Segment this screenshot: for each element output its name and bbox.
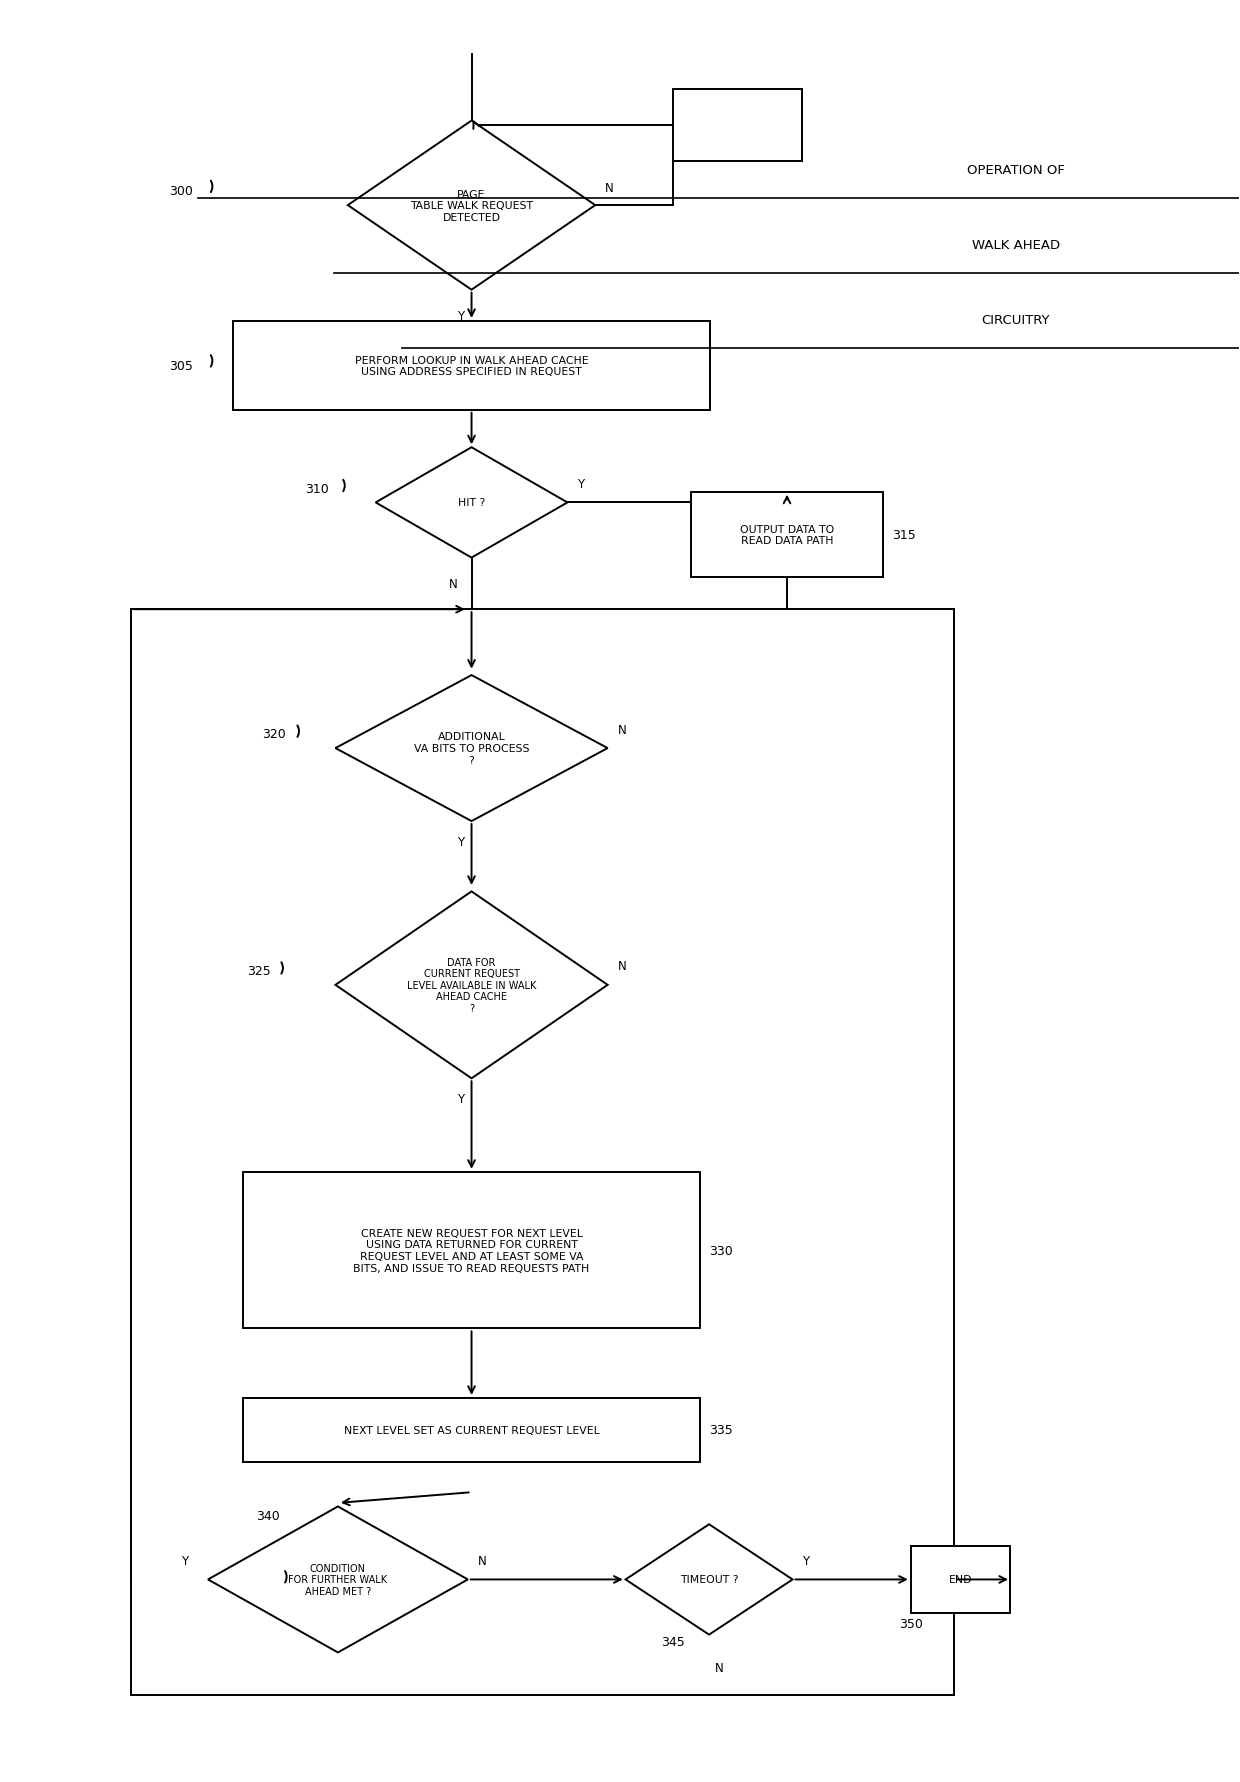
FancyBboxPatch shape <box>243 1399 701 1461</box>
Text: ADDITIONAL
VA BITS TO PROCESS
?: ADDITIONAL VA BITS TO PROCESS ? <box>414 732 529 764</box>
Text: 350: 350 <box>899 1618 923 1631</box>
Text: DATA FOR
CURRENT REQUEST
LEVEL AVAILABLE IN WALK
AHEAD CACHE
?: DATA FOR CURRENT REQUEST LEVEL AVAILABLE… <box>407 957 536 1014</box>
FancyBboxPatch shape <box>233 321 709 410</box>
Polygon shape <box>625 1524 792 1634</box>
Text: 340: 340 <box>255 1509 280 1522</box>
Polygon shape <box>208 1506 467 1652</box>
Text: 300: 300 <box>170 185 193 198</box>
Text: 330: 330 <box>709 1244 733 1256</box>
FancyBboxPatch shape <box>131 609 954 1695</box>
Text: 335: 335 <box>709 1424 733 1436</box>
Text: N: N <box>715 1661 724 1673</box>
Polygon shape <box>347 121 595 290</box>
FancyBboxPatch shape <box>672 91 802 162</box>
Text: N: N <box>477 1554 486 1566</box>
Text: 320: 320 <box>262 727 286 741</box>
Text: PAGE
TABLE WALK REQUEST
DETECTED: PAGE TABLE WALK REQUEST DETECTED <box>410 189 533 223</box>
Text: OUTPUT DATA TO
READ DATA PATH: OUTPUT DATA TO READ DATA PATH <box>740 524 835 545</box>
Text: CONDITION
FOR FURTHER WALK
AHEAD MET ?: CONDITION FOR FURTHER WALK AHEAD MET ? <box>289 1563 387 1597</box>
Text: END: END <box>949 1575 972 1584</box>
Text: N: N <box>618 960 626 973</box>
FancyBboxPatch shape <box>691 492 883 577</box>
Text: 305: 305 <box>170 360 193 372</box>
Polygon shape <box>376 447 568 558</box>
Polygon shape <box>336 891 608 1078</box>
Text: N: N <box>449 577 458 590</box>
Text: 325: 325 <box>247 964 272 978</box>
Text: TIMEOUT ?: TIMEOUT ? <box>680 1575 738 1584</box>
Text: NEXT LEVEL SET AS CURRENT REQUEST LEVEL: NEXT LEVEL SET AS CURRENT REQUEST LEVEL <box>343 1426 599 1435</box>
Text: Y: Y <box>802 1554 810 1566</box>
Text: N: N <box>618 723 626 736</box>
Text: 315: 315 <box>893 529 916 542</box>
Text: 345: 345 <box>661 1636 684 1648</box>
Text: 310: 310 <box>305 483 330 495</box>
Text: CREATE NEW REQUEST FOR NEXT LEVEL
USING DATA RETURNED FOR CURRENT
REQUEST LEVEL : CREATE NEW REQUEST FOR NEXT LEVEL USING … <box>353 1228 590 1272</box>
Text: Y: Y <box>181 1554 188 1566</box>
Text: HIT ?: HIT ? <box>458 499 485 508</box>
FancyBboxPatch shape <box>243 1173 701 1329</box>
Text: CIRCUITRY: CIRCUITRY <box>982 314 1050 326</box>
Text: PERFORM LOOKUP IN WALK AHEAD CACHE
USING ADDRESS SPECIFIED IN REQUEST: PERFORM LOOKUP IN WALK AHEAD CACHE USING… <box>355 355 588 378</box>
FancyBboxPatch shape <box>910 1545 1009 1613</box>
Polygon shape <box>336 675 608 822</box>
Text: Y: Y <box>456 1092 464 1105</box>
Text: OPERATION OF: OPERATION OF <box>967 164 1065 176</box>
Text: Y: Y <box>578 478 584 490</box>
Text: Y: Y <box>456 836 464 848</box>
Text: N: N <box>605 182 614 196</box>
Text: Y: Y <box>456 310 464 323</box>
Text: WALK AHEAD: WALK AHEAD <box>972 239 1060 251</box>
